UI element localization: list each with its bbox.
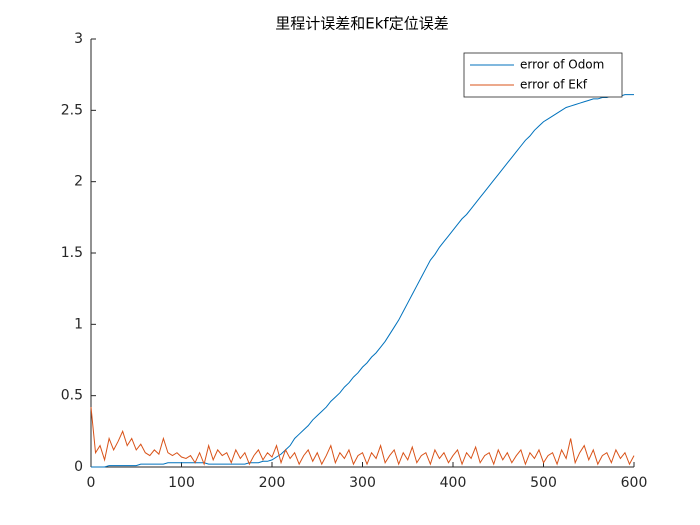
y-tick-label: 0.5 (61, 388, 83, 404)
x-tick-label: 300 (349, 475, 376, 491)
chart-title: 里程计误差和Ekf定位误差 (275, 15, 448, 33)
y-tick-label: 3 (74, 31, 83, 47)
legend-label: error of Ekf (520, 78, 588, 92)
x-tick-label: 0 (87, 475, 96, 491)
legend-label: error of Odom (520, 58, 604, 72)
y-tick-label: 2.5 (61, 102, 83, 118)
x-tick-label: 400 (440, 475, 467, 491)
x-tick-label: 200 (259, 475, 286, 491)
legend-box (463, 52, 623, 98)
series-line (90, 407, 635, 466)
x-tick-label: 100 (168, 475, 195, 491)
x-tick-label: 500 (530, 475, 557, 491)
y-tick-label: 0 (74, 459, 83, 475)
y-tick-label: 2 (74, 174, 83, 190)
y-tick-label: 1 (74, 316, 83, 332)
series-line (91, 94, 634, 468)
y-tick-label: 1.5 (61, 245, 83, 261)
x-tick-label: 600 (621, 475, 648, 491)
